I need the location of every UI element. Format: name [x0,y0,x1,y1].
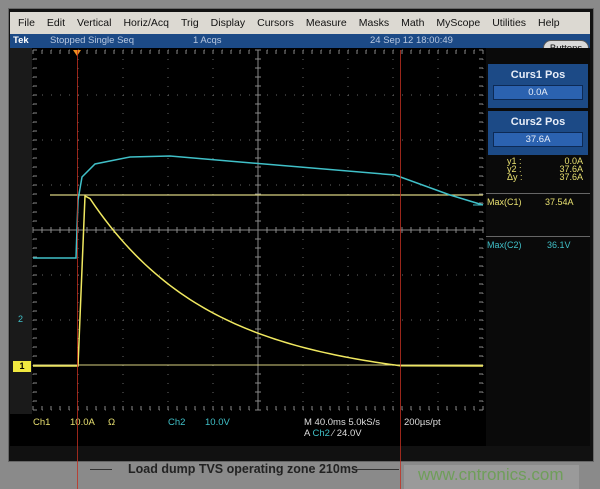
curs1-pos-control[interactable]: Curs1 Pos 0.0A [488,64,588,108]
waveform-display [10,48,486,446]
curs2-title: Curs2 Pos [510,116,566,128]
menu-cursors[interactable]: Cursors [257,17,294,29]
menu-myscope[interactable]: MyScope [436,17,481,29]
y2-label: y2 : [507,164,522,174]
menu-bar: File Edit Vertical Horiz/Acq Trig Displa… [10,12,590,34]
meas-max-c1-value: 37.54A [545,197,574,207]
ch2-ground-marker[interactable]: 2 [18,314,24,324]
ch1-label[interactable]: Ch1 [33,417,51,428]
zone-arrow-left [90,469,112,470]
dy-label: Δy : [507,172,523,182]
zone-arrow-right [355,469,399,470]
zone-start-line [77,50,78,489]
curs1-value[interactable]: 0.0A [493,85,583,100]
meas-max-c1-label: Max(C1) [487,197,522,207]
timebase[interactable]: M 40.0ms 5.0kS/s [304,417,381,428]
ch1-scale[interactable]: 10.0A [70,417,95,428]
y1-label: y1 : [507,156,522,166]
menu-measure[interactable]: Measure [305,17,347,29]
zone-caption: Load dump TVS operating zone 210ms [128,462,358,476]
trigger-readout[interactable]: A Ch2 ⁄ 24.0V [304,428,362,439]
cursor-readout: y1 : 0.0A y2 : 37.6A Δy : 37.6A [507,156,587,182]
brand: Tek [13,35,29,46]
acq-count: 1 Acqs [193,35,222,46]
trig-prefix: A [304,428,310,439]
menu-trig[interactable]: Trig [180,17,199,29]
curs1-title: Curs1 Pos [510,69,566,81]
acq-state: Stopped Single Seq [50,35,134,46]
trig-source: Ch2 [312,428,330,439]
menu-help[interactable]: Help [538,17,560,29]
ch1-coupling: Ω [108,417,116,428]
ch2-label[interactable]: Ch2 [168,417,186,428]
meas-max-c2-value: 36.1V [547,240,571,250]
menu-vertical[interactable]: Vertical [77,17,112,29]
zone-end-line [400,50,401,489]
ch2-scale[interactable]: 10.0V [205,417,230,428]
menu-math[interactable]: Math [401,17,425,29]
meas-max-c2-label: Max(C2) [487,240,522,250]
menu-horiz-acq[interactable]: Horiz/Acq [123,17,169,29]
dy-value: 37.6A [559,172,583,182]
status-bar: Tek Stopped Single Seq 1 Acqs 24 Sep 12 … [10,34,590,48]
y1-value: 0.0A [564,156,583,166]
ch1-trace [33,194,484,367]
menu-file[interactable]: File [18,17,35,29]
curs2-pos-control[interactable]: Curs2 Pos 37.6A [488,111,588,155]
menu-utilities[interactable]: Utilities [492,17,527,29]
trig-level: 24.0V [336,428,362,439]
trig-slope-icon: ⁄ [332,428,335,439]
watermark: www.cntronics.com [404,465,580,489]
menu-edit[interactable]: Edit [46,17,66,29]
menu-display[interactable]: Display [210,17,246,29]
ch1-ground-marker[interactable]: 1 [13,361,31,372]
y2-value: 37.6A [559,164,583,174]
menu-masks[interactable]: Masks [358,17,390,29]
resolution: 200µs/pt [404,417,441,428]
marker-bar [10,48,32,414]
curs2-value[interactable]: 37.6A [493,132,583,147]
datetime: 24 Sep 12 18:00:49 [370,35,453,46]
